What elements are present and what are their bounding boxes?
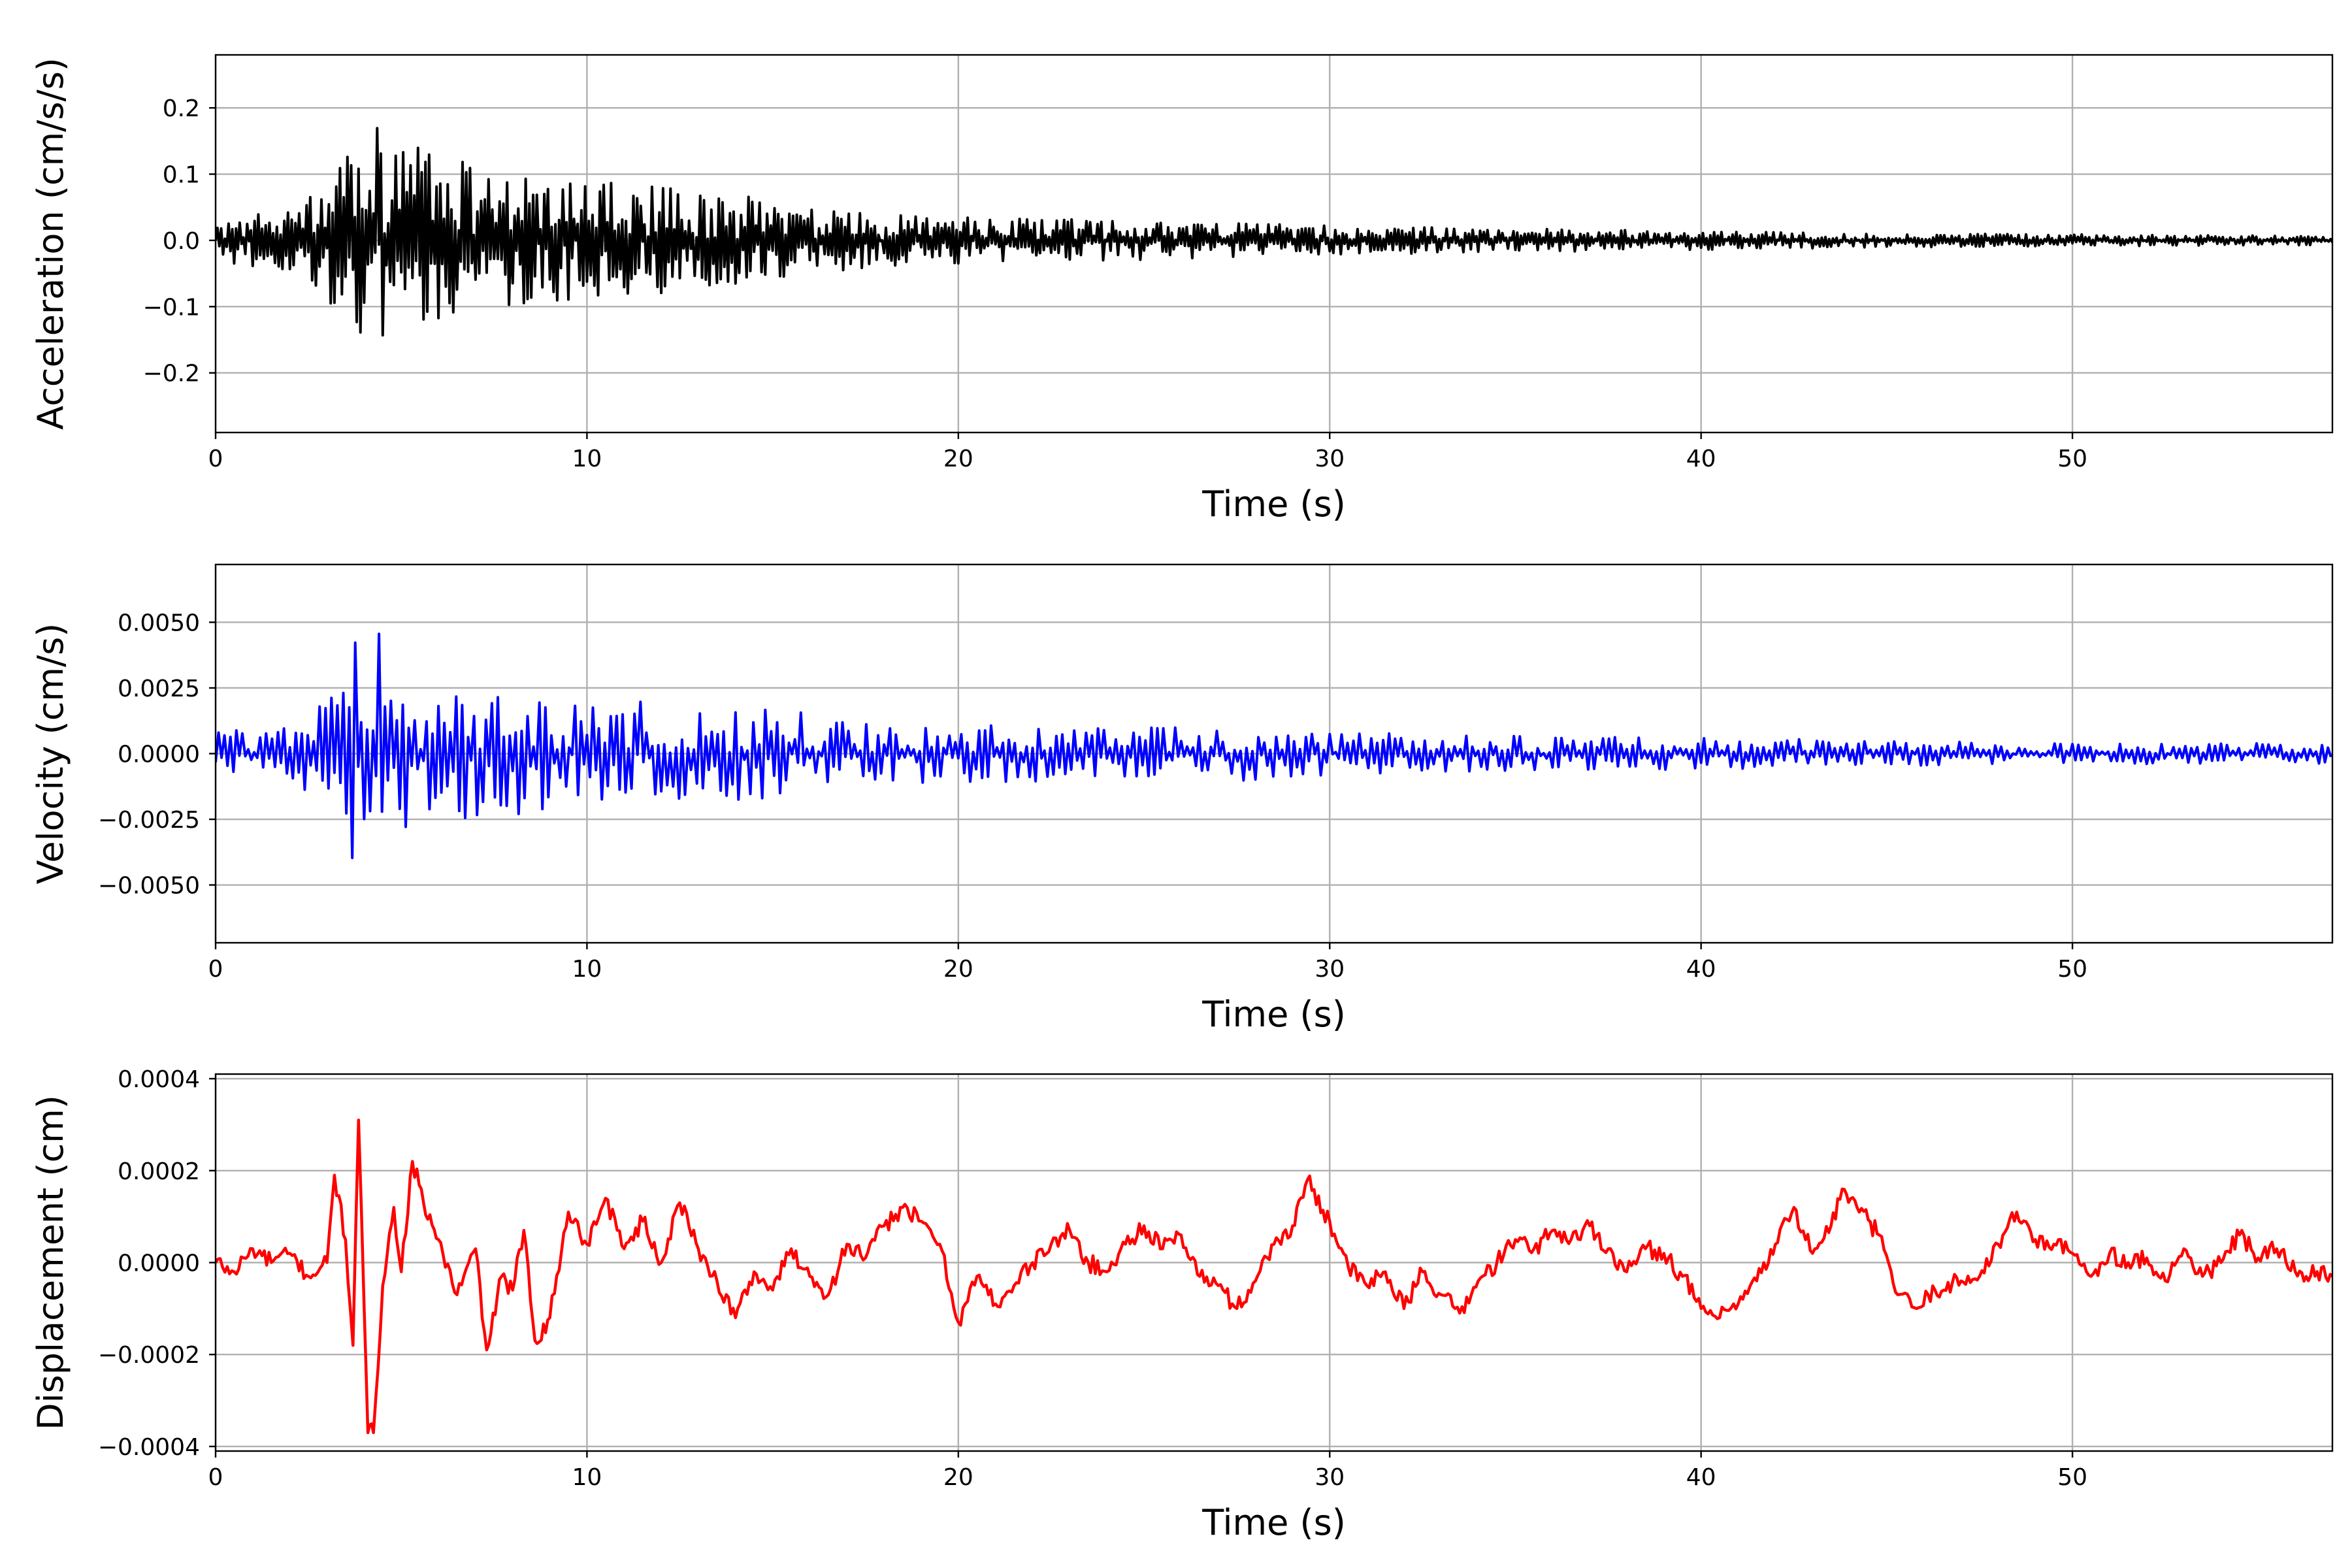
displacement-x-tick-label: 10 xyxy=(572,1464,602,1491)
velocity-y-tick-label: 0.0000 xyxy=(118,742,200,768)
displacement-x-tick-label: 40 xyxy=(1686,1464,1716,1491)
displacement-y-tick-label: 0.0002 xyxy=(118,1158,200,1185)
acceleration-series-line xyxy=(216,127,2332,337)
acceleration-y-tick-label: 0.0 xyxy=(163,228,200,255)
velocity-y-tick-label: −0.0050 xyxy=(98,873,200,900)
velocity-x-tick-label: 20 xyxy=(943,956,973,983)
acceleration-x-tick-label: 20 xyxy=(943,446,973,472)
displacement-y-tick-label: 0.0004 xyxy=(118,1066,200,1093)
displacement-y-tick-label: −0.0004 xyxy=(98,1434,200,1461)
acceleration-x-tick-label: 0 xyxy=(208,446,223,472)
displacement-x-tick-label: 30 xyxy=(1315,1464,1345,1491)
displacement-x-axis-label: Time (s) xyxy=(1201,1502,1346,1543)
displacement-y-tick-label: −0.0002 xyxy=(98,1342,200,1369)
displacement-series-line xyxy=(216,1119,2332,1435)
velocity-x-axis-label: Time (s) xyxy=(1201,994,1346,1035)
acceleration-y-tick-label: −0.2 xyxy=(143,361,200,387)
velocity-y-axis-label: Velocity (cm/s) xyxy=(30,623,71,885)
acceleration-panel: 0 10 20 30 40 50 −0.2 −0.1 0.0 0.1 0.2 Time (s) Acce… xyxy=(30,54,2334,525)
acceleration-x-tick-label: 30 xyxy=(1315,446,1345,472)
displacement-x-tick-label: 50 xyxy=(2057,1464,2087,1491)
displacement-x-tick-label: 20 xyxy=(943,1464,973,1491)
velocity-panel: 0 10 20 30 40 50 −0.0050 −0.0025 0.0000 0.0025 0.0… xyxy=(30,563,2334,1035)
velocity-x-tick-label: 10 xyxy=(572,956,602,983)
velocity-y-tick-label: −0.0025 xyxy=(98,807,200,834)
velocity-x-tick-label: 40 xyxy=(1686,956,1716,983)
acceleration-x-tick-label: 10 xyxy=(572,446,602,472)
acceleration-y-tick-label: 0.1 xyxy=(163,162,200,189)
acceleration-y-tick-label: −0.1 xyxy=(143,294,200,321)
acceleration-axes-frame xyxy=(214,54,2334,434)
velocity-x-tick-label: 30 xyxy=(1315,956,1345,983)
acceleration-x-axis-label: Time (s) xyxy=(1201,483,1346,525)
velocity-x-tick-label: 0 xyxy=(208,956,223,983)
acceleration-x-tick-label: 40 xyxy=(1686,446,1716,472)
acceleration-x-tick-label: 50 xyxy=(2057,446,2087,472)
displacement-panel: 0 10 20 30 40 50 −0.0004 −0.0002 0.0000 0.0002 0.0… xyxy=(30,1066,2334,1543)
velocity-series-line xyxy=(216,632,2332,860)
velocity-x-tick-label: 50 xyxy=(2057,956,2087,983)
displacement-y-tick-label: 0.0000 xyxy=(118,1250,200,1277)
acceleration-y-tick-label: 0.2 xyxy=(163,95,200,122)
displacement-x-tick-label: 0 xyxy=(208,1464,223,1491)
velocity-y-tick-label: 0.0025 xyxy=(118,676,200,702)
velocity-y-tick-label: 0.0050 xyxy=(118,610,200,636)
acceleration-y-axis-label: Acceleration (cm/s/s) xyxy=(30,57,71,430)
displacement-y-axis-label: Displacement (cm) xyxy=(30,1095,71,1430)
